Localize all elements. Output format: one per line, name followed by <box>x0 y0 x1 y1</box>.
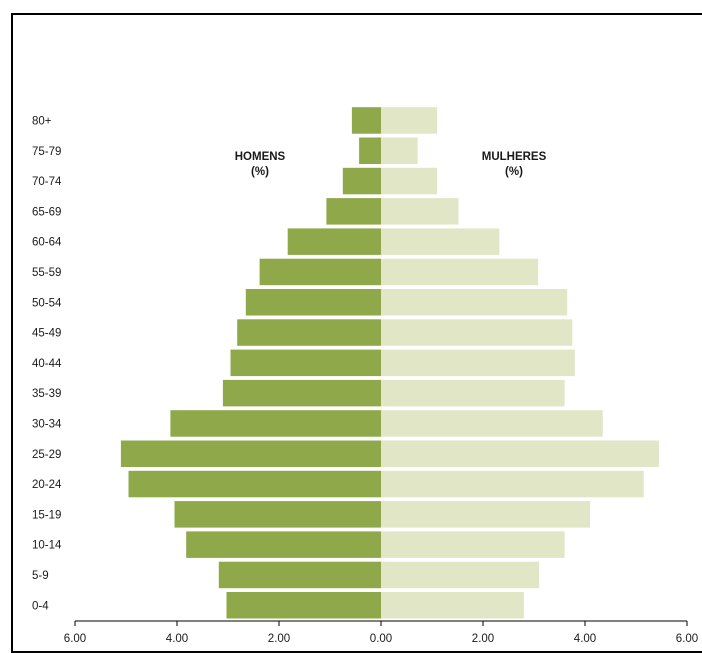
bar-men-45-49 <box>237 319 381 346</box>
bar-men-50-54 <box>245 289 381 316</box>
age-label-55-59: 55-59 <box>32 267 61 279</box>
bar-women-20-24 <box>381 470 644 498</box>
age-label-35-39: 35-39 <box>32 388 61 400</box>
age-label-45-49: 45-49 <box>32 328 61 340</box>
bar-men-20-24 <box>128 470 381 498</box>
x-tick-label-2: 2.00 <box>268 633 290 645</box>
age-label-50-54: 50-54 <box>32 297 62 309</box>
age-label-20-24: 20-24 <box>32 479 62 491</box>
x-tick-label-1: 4.00 <box>166 633 188 645</box>
age-label-5-9: 5-9 <box>32 570 49 582</box>
age-label-60-64: 60-64 <box>32 237 62 249</box>
age-group-labels: 0-4 5-9 10-14 15-19 20-24 25-29 30-34 35-39 40-4… <box>32 115 62 612</box>
age-label-65-69: 65-69 <box>32 206 61 218</box>
age-label-25-29: 25-29 <box>32 449 61 461</box>
x-tick-label-0: 6.00 <box>64 633 86 645</box>
x-tick-label-5: 4.00 <box>574 633 596 645</box>
age-label-40-44: 40-44 <box>32 358 62 370</box>
bar-women-40-44 <box>381 349 575 377</box>
bar-women-65-69 <box>381 198 459 225</box>
bar-women-55-59 <box>381 258 539 286</box>
age-label-70-74: 70-74 <box>32 176 62 188</box>
bar-women-75-79 <box>381 137 418 164</box>
bar-men-55-59 <box>259 258 381 286</box>
bar-men-25-29 <box>120 440 382 467</box>
bar-men-15-19 <box>174 501 381 528</box>
men-title-line1: HOMENS <box>235 151 286 163</box>
age-label-30-34: 30-34 <box>32 418 62 430</box>
x-tick-label-4: 2.00 <box>472 633 494 645</box>
age-label-0-4: 0-4 <box>32 600 49 612</box>
bar-women-50-54 <box>381 289 568 316</box>
bar-women-5-9 <box>381 561 540 589</box>
x-axis: 6.00 4.00 2.00 0.00 2.00 4.00 6.00 <box>64 620 698 645</box>
bar-men-80+ <box>351 107 381 134</box>
age-label-75-79: 75-79 <box>32 146 61 158</box>
age-label-15-19: 15-19 <box>32 509 61 521</box>
x-tick-label-6: 6.00 <box>676 633 698 645</box>
bars-layer <box>120 107 659 619</box>
bar-women-30-34 <box>381 410 603 437</box>
bar-men-40-44 <box>230 349 381 377</box>
bar-men-60-64 <box>287 228 381 255</box>
bar-women-60-64 <box>381 228 500 255</box>
bar-men-35-39 <box>222 379 381 407</box>
bar-men-65-69 <box>326 198 381 225</box>
bar-women-80+ <box>381 107 438 134</box>
bar-women-10-14 <box>381 531 565 558</box>
men-title-line2: (%) <box>251 166 269 178</box>
bar-men-30-34 <box>170 410 381 437</box>
bar-men-5-9 <box>218 561 381 589</box>
bar-women-70-74 <box>381 167 438 195</box>
age-label-10-14: 10-14 <box>32 540 62 552</box>
bar-women-15-19 <box>381 501 591 528</box>
x-tick-label-3: 0.00 <box>370 633 392 645</box>
bar-men-70-74 <box>342 167 382 195</box>
women-title-line1: MULHERES <box>482 151 547 163</box>
bar-women-35-39 <box>381 379 565 407</box>
bar-women-45-49 <box>381 319 573 346</box>
bar-women-25-29 <box>381 440 659 467</box>
bar-women-0-4 <box>381 592 524 619</box>
women-title-line2: (%) <box>505 166 523 178</box>
bar-men-0-4 <box>226 592 381 619</box>
age-label-80+: 80+ <box>32 115 52 127</box>
bar-men-10-14 <box>186 531 381 558</box>
bar-men-75-79 <box>359 137 381 164</box>
